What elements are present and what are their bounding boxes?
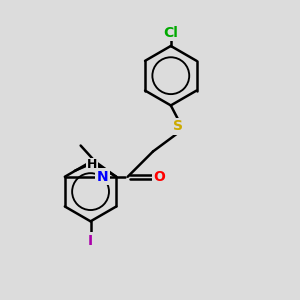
- Text: N: N: [97, 170, 108, 184]
- Text: S: S: [173, 119, 183, 133]
- Text: Cl: Cl: [164, 26, 178, 40]
- Text: O: O: [154, 170, 165, 184]
- Text: H: H: [87, 158, 97, 171]
- Text: I: I: [88, 234, 93, 248]
